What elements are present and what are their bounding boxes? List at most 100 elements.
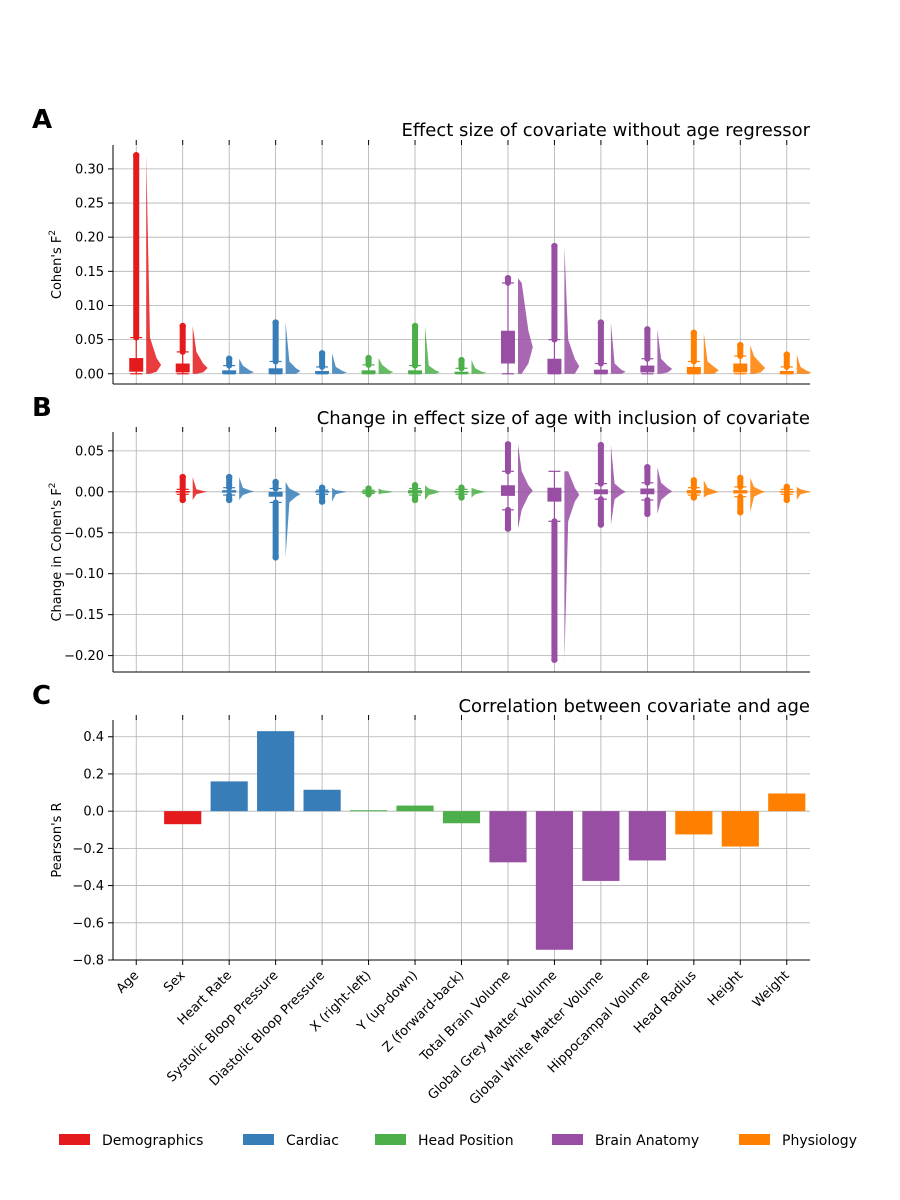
outlier-min <box>644 510 651 518</box>
outlier-max <box>644 464 651 471</box>
box-Heart Rate <box>222 370 237 374</box>
box-Height <box>733 363 748 373</box>
y-axis-label-text: Pearson's R <box>50 802 65 877</box>
y-tick-label: 0.05 <box>75 444 104 459</box>
bar-Total Brain Volume <box>489 811 527 863</box>
violin-Global White Matter Volume <box>610 445 626 525</box>
bar-Diastolic Bloop Pressure <box>303 789 341 812</box>
box-Systolic Bloop Pressure <box>268 491 283 497</box>
box-Systolic Bloop Pressure <box>268 368 283 374</box>
outlier-max <box>272 478 279 486</box>
x-tick-label: Weight <box>750 968 793 1011</box>
outlier-max <box>133 152 140 159</box>
box-Hippocampal Volume <box>640 488 655 495</box>
box-Diastolic Bloop Pressure <box>315 371 330 374</box>
box-Global White Matter Volume <box>593 369 608 374</box>
legend: Demographics Cardiac Head Position Brain An… <box>59 1133 857 1149</box>
violin-Global White Matter Volume <box>610 322 626 374</box>
y-tick-label: −0.10 <box>64 567 104 582</box>
violin-Z (forward-back) <box>471 360 487 374</box>
outlier-min <box>783 496 790 504</box>
box-Y (up-down) <box>408 490 423 494</box>
outlier-min <box>179 496 186 504</box>
y-tick-label: 0.0 <box>83 805 104 820</box>
bar-Z (forward-back) <box>442 811 481 824</box>
violin-Hippocampal Volume <box>657 329 673 374</box>
violin-Z (forward-back) <box>471 487 487 498</box>
y-axis-label-superscript: 2 <box>48 482 58 488</box>
outlier-max <box>179 473 186 481</box>
y-tick-label: −0.4 <box>72 879 104 894</box>
box-Age <box>129 358 144 372</box>
y-axis-label: Change in Cohen's F2 <box>48 482 65 621</box>
violin-X (right-left) <box>378 358 394 374</box>
violin-X (right-left) <box>378 488 394 495</box>
box-Height <box>733 490 748 494</box>
legend-label: Head Position <box>418 1133 514 1149</box>
outlier-min <box>225 496 233 504</box>
outlier-min <box>318 498 326 505</box>
outlier-min <box>458 494 465 501</box>
panel-a-title: Effect size of covariate without age reg… <box>402 120 811 141</box>
legend-swatch <box>243 1134 274 1145</box>
panel-b: B Change in effect size of age with incl… <box>32 393 812 673</box>
violin-Total Brain Volume <box>518 278 533 374</box>
y-tick-label: −0.6 <box>72 916 104 931</box>
y-axis-label-superscript: 2 <box>48 230 58 236</box>
legend-swatch <box>739 1134 770 1145</box>
outlier-max <box>690 329 698 336</box>
legend-swatch <box>552 1134 583 1145</box>
marks <box>175 441 812 663</box>
bar-Systolic Bloop Pressure <box>257 731 295 812</box>
outlier-max <box>690 477 698 484</box>
violin-Y (up-down) <box>425 485 440 500</box>
outlier-min <box>551 656 558 663</box>
outlier-max <box>411 482 419 489</box>
panel-letter-c: C <box>32 681 51 711</box>
violin-Height <box>750 477 766 513</box>
box-Head Radius <box>686 366 701 374</box>
box-X (right-left) <box>361 490 376 493</box>
y-tick-label: 0.10 <box>75 299 104 314</box>
outlier-max <box>551 242 558 250</box>
box-Sex <box>175 490 190 493</box>
box-Y (up-down) <box>408 370 423 374</box>
x-tick-label: Sex <box>161 968 189 996</box>
outlier-max <box>365 354 372 362</box>
bar-Sex <box>164 811 202 825</box>
outlier-max <box>504 274 512 282</box>
y-tick-label: 0.15 <box>75 265 104 280</box>
violin-Age <box>146 155 162 374</box>
violin-Diastolic Bloop Pressure <box>332 353 347 374</box>
box-Global White Matter Volume <box>593 489 608 495</box>
box-Weight <box>779 371 794 374</box>
bar-Height <box>721 811 759 847</box>
legend-label: Demographics <box>102 1133 203 1149</box>
outlier-min <box>411 496 419 504</box>
y-tick-label: 0.30 <box>75 162 104 177</box>
violin-Diastolic Bloop Pressure <box>332 487 347 502</box>
outlier-max <box>644 326 651 333</box>
x-tick-label: Height <box>705 968 746 1009</box>
y-tick-label: −0.20 <box>64 649 104 664</box>
outlier-max <box>737 474 744 482</box>
bar-X (right-left) <box>349 810 388 812</box>
violin-Total Brain Volume <box>518 444 533 529</box>
y-tick-label: −0.15 <box>64 608 104 623</box>
panel-c: C Correlation between covariate and age … <box>32 681 810 969</box>
y-ticks: 0.05 0.00 −0.05 −0.10 −0.15 −0.20 <box>64 444 113 664</box>
box-X (right-left) <box>361 370 376 374</box>
bar-Global Grey Matter Volume <box>535 811 574 950</box>
box-Heart Rate <box>222 490 237 493</box>
violin-Systolic Bloop Pressure <box>285 482 301 558</box>
violin-Sex <box>192 326 208 374</box>
y-tick-label: 0.25 <box>75 197 104 212</box>
outlier-min <box>737 509 744 516</box>
outlier-max <box>225 473 233 481</box>
bar-Y (up-down) <box>396 805 434 812</box>
x-tick-label: Age <box>114 968 142 996</box>
y-tick-label: −0.2 <box>72 842 104 857</box>
violin-Hippocampal Volume <box>657 467 673 514</box>
panel-a: A Effect size of covariate without age r… <box>32 105 812 385</box>
outlier-max <box>597 319 605 326</box>
